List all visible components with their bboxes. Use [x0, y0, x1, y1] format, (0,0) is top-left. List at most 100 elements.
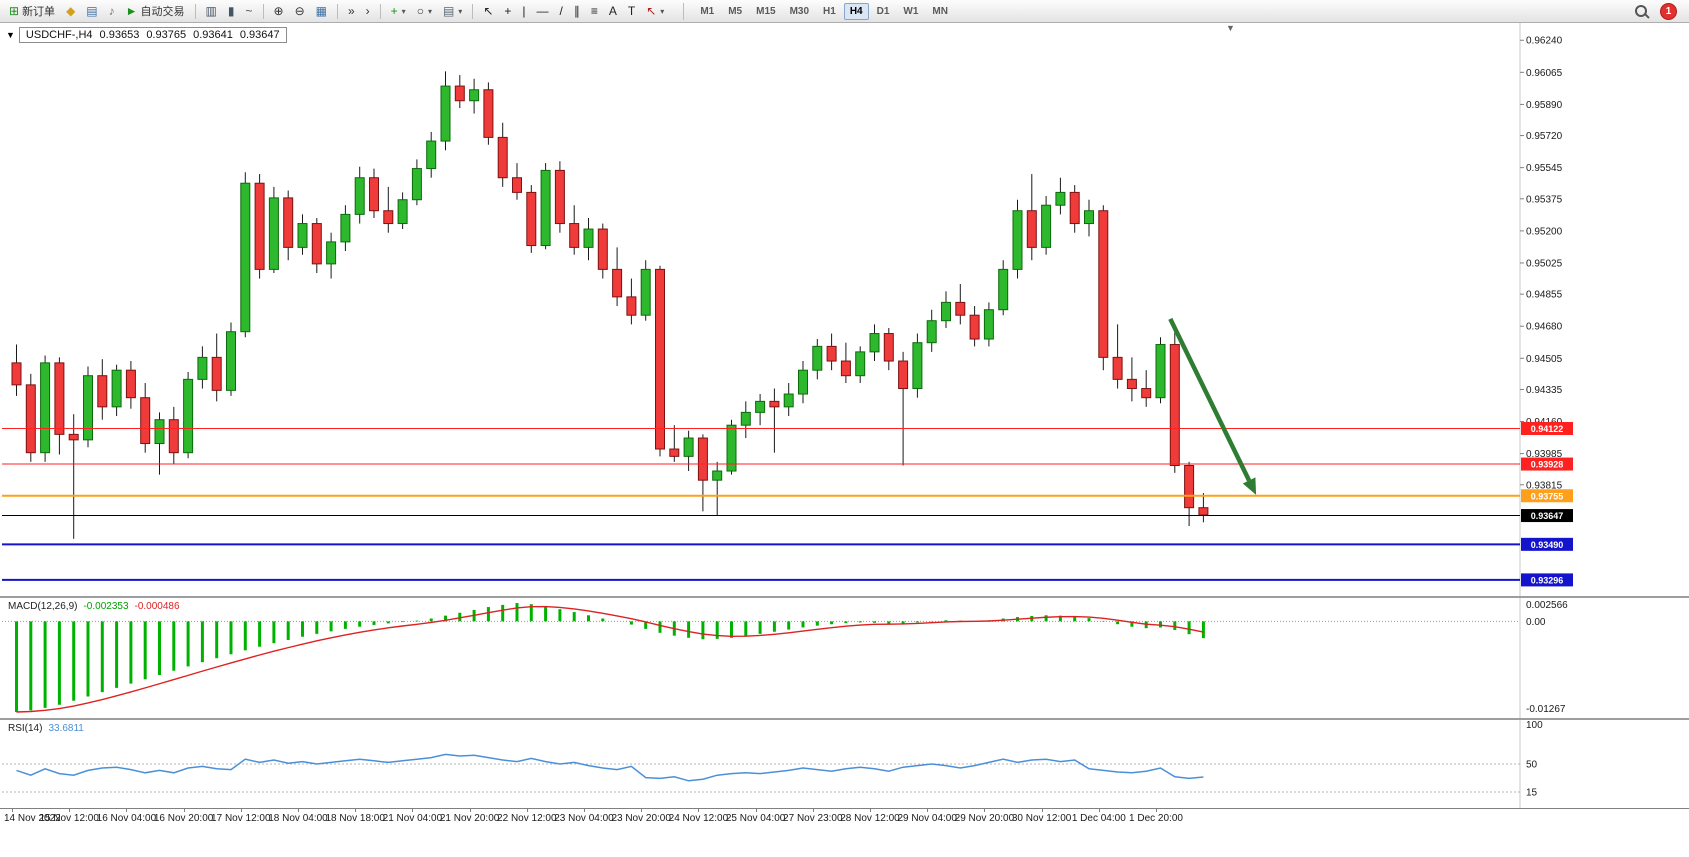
timeframe-w1[interactable]: W1	[903, 5, 919, 17]
time-axis-label: 25 Nov 04:00	[725, 813, 786, 824]
toolbar-separator	[336, 3, 338, 19]
chart-shift-icon: ›	[365, 4, 370, 18]
tile-windows-button[interactable]: ▦	[311, 1, 332, 21]
candle-bull	[111, 369, 122, 408]
templates-button[interactable]: ▤ ▾	[438, 1, 467, 21]
periods-button[interactable]: ○ ▾	[412, 1, 437, 21]
candle-bear	[554, 169, 565, 225]
candle-bear	[1126, 378, 1137, 390]
candle-bear	[54, 362, 65, 435]
sound-alerts-button[interactable]: ♪	[104, 1, 120, 21]
label-tool-button[interactable]: T	[623, 1, 640, 21]
notifications-badge[interactable]: 1	[1660, 2, 1677, 20]
symbol-title-box: USDCHF-,H4 0.93653 0.93765 0.93641 0.936…	[18, 27, 287, 43]
arrows-tool-button[interactable]: ↖ ▾	[641, 1, 669, 21]
candle-bull	[154, 419, 165, 445]
one-click-trading-expander[interactable]: ▼	[6, 29, 15, 40]
candle-bear	[526, 191, 537, 247]
candle-bear	[1198, 507, 1209, 516]
text-tool-button[interactable]: A	[604, 1, 622, 21]
price-axis-label: 0.93985	[1526, 449, 1563, 460]
candle-bear	[697, 437, 708, 481]
bars-chart-button[interactable]: ▥	[201, 1, 222, 21]
line-chart-icon: ~	[245, 4, 253, 18]
time-axis-tick	[298, 809, 299, 812]
time-axis-label: 23 Nov 20:00	[611, 813, 671, 824]
dropdown-caret-icon: ▾	[427, 6, 432, 16]
time-axis-tick	[469, 809, 471, 812]
candle-bear	[1169, 344, 1180, 467]
market-reports-button[interactable]: ▤	[81, 1, 102, 21]
price-axis-label: 0.96065	[1526, 68, 1563, 79]
candle-bull	[40, 362, 51, 454]
toolbar-right: 1	[1632, 2, 1685, 20]
indicators-add-icon: +	[390, 4, 398, 18]
candle-bull	[183, 378, 194, 454]
price-axis[interactable]	[1520, 22, 1689, 808]
timeframe-m1[interactable]: M1	[700, 5, 715, 17]
cursor-tool-button[interactable]: ↖	[478, 1, 498, 21]
zoom-out-button[interactable]: ⊖	[290, 1, 310, 21]
time-axis-label: 1 Dec 20:00	[1129, 813, 1183, 824]
timeframe-m5[interactable]: M5	[728, 5, 743, 17]
timeframe-mn[interactable]: MN	[932, 5, 948, 17]
candle-bear	[883, 333, 894, 362]
zoom-in-button[interactable]: ⊕	[269, 1, 289, 21]
macd-axis-label: 0.002566	[1526, 600, 1568, 611]
time-axis-label: 27 Nov 23:00	[783, 813, 843, 824]
timeframe-h4[interactable]: H4	[843, 2, 869, 20]
auto-scroll-icon: »	[347, 4, 355, 18]
price-chart-plot[interactable]: 0.96240 0.96065 0.95890 0.95720 0.95545 0.953…	[0, 22, 1689, 596]
speaker-icon: ♪	[108, 4, 115, 18]
candle-bull	[798, 369, 808, 395]
rsi-line	[16, 753, 1204, 782]
chart-shift-button[interactable]: ›	[361, 1, 375, 21]
candle-bear	[11, 362, 22, 386]
macd-signal-line	[16, 605, 1204, 713]
search-button[interactable]	[1632, 2, 1650, 20]
line-chart-button[interactable]: ~	[240, 1, 257, 21]
timeframe-m15[interactable]: M15	[756, 5, 776, 17]
rsi-label: RSI(14) 33.6811	[8, 723, 84, 734]
chart-shift-marker-icon[interactable]: ▼	[1226, 23, 1235, 33]
toolbar-separator	[472, 3, 474, 19]
timeframe-h1[interactable]: H1	[823, 5, 836, 17]
horizontal-line-tool-button[interactable]: —	[532, 1, 554, 21]
history-icon: ◆	[66, 4, 76, 18]
resistance-line-1-badge	[1521, 421, 1573, 435]
candle-bear	[1112, 356, 1123, 380]
rsi-panel[interactable]: 100 50 15	[0, 720, 1689, 808]
macd-panel[interactable]: 0.002566 0.00 -0.01267	[0, 598, 1689, 718]
panel-separator-macd[interactable]	[0, 596, 1689, 598]
macd-label: MACD(12,26,9) -0.002353 -0.000486	[8, 601, 180, 612]
timeframe-m30[interactable]: M30	[789, 5, 810, 17]
time-axis[interactable]: 14 Nov 2022 15 Nov 12:00 16 Nov 04:00 16 No…	[0, 808, 1689, 857]
vertical-line-tool-button[interactable]: |	[517, 1, 530, 21]
time-axis-label: 16 Nov 04:00	[96, 813, 157, 824]
candle-bull	[354, 177, 365, 215]
panel-separator-rsi[interactable]	[0, 718, 1689, 720]
symbol-overlay: ▼ USDCHF-,H4 0.93653 0.93765 0.93641 0.9…	[6, 27, 287, 43]
fibonacci-tool-button[interactable]: ≡	[586, 1, 603, 21]
candle-bear	[597, 228, 608, 270]
crosshair-tool-button[interactable]: +	[499, 1, 516, 21]
candle-bull	[1012, 210, 1023, 270]
rsi-axis-label: 15	[1526, 788, 1538, 799]
price-axis-label: 0.95200	[1526, 226, 1563, 237]
sell-signal-arrow[interactable]	[1168, 317, 1252, 482]
candles-chart-button[interactable]: ▮	[223, 1, 240, 21]
new-order-button[interactable]: ⊞ 新订单	[4, 1, 60, 21]
time-axis-tick	[12, 809, 13, 812]
timeframe-d1[interactable]: D1	[876, 5, 890, 17]
autotrading-button[interactable]: ► 自动交易	[121, 1, 190, 21]
history-center-button[interactable]: ◆	[61, 1, 80, 21]
auto-scroll-button[interactable]: »	[343, 1, 360, 21]
candle-bear	[254, 182, 265, 270]
toolbar: ⊞ 新订单 ◆ ▤ ♪ ► 自动交易 ▥ ▮ ~ ⊕ ⊖ ▦» › + ▾ ○ ▾ ▤ ▾ ↖ + | — / ∥ ≡ A T ↖ ▾ M1…	[0, 0, 1689, 23]
time-axis-tick	[812, 809, 814, 812]
candle-bull	[941, 301, 951, 322]
indicators-button[interactable]: + ▾	[386, 1, 411, 21]
current-price-line-badge	[1521, 509, 1573, 523]
trendline-tool-button[interactable]: /	[555, 1, 568, 21]
channel-tool-button[interactable]: ∥	[569, 1, 585, 21]
